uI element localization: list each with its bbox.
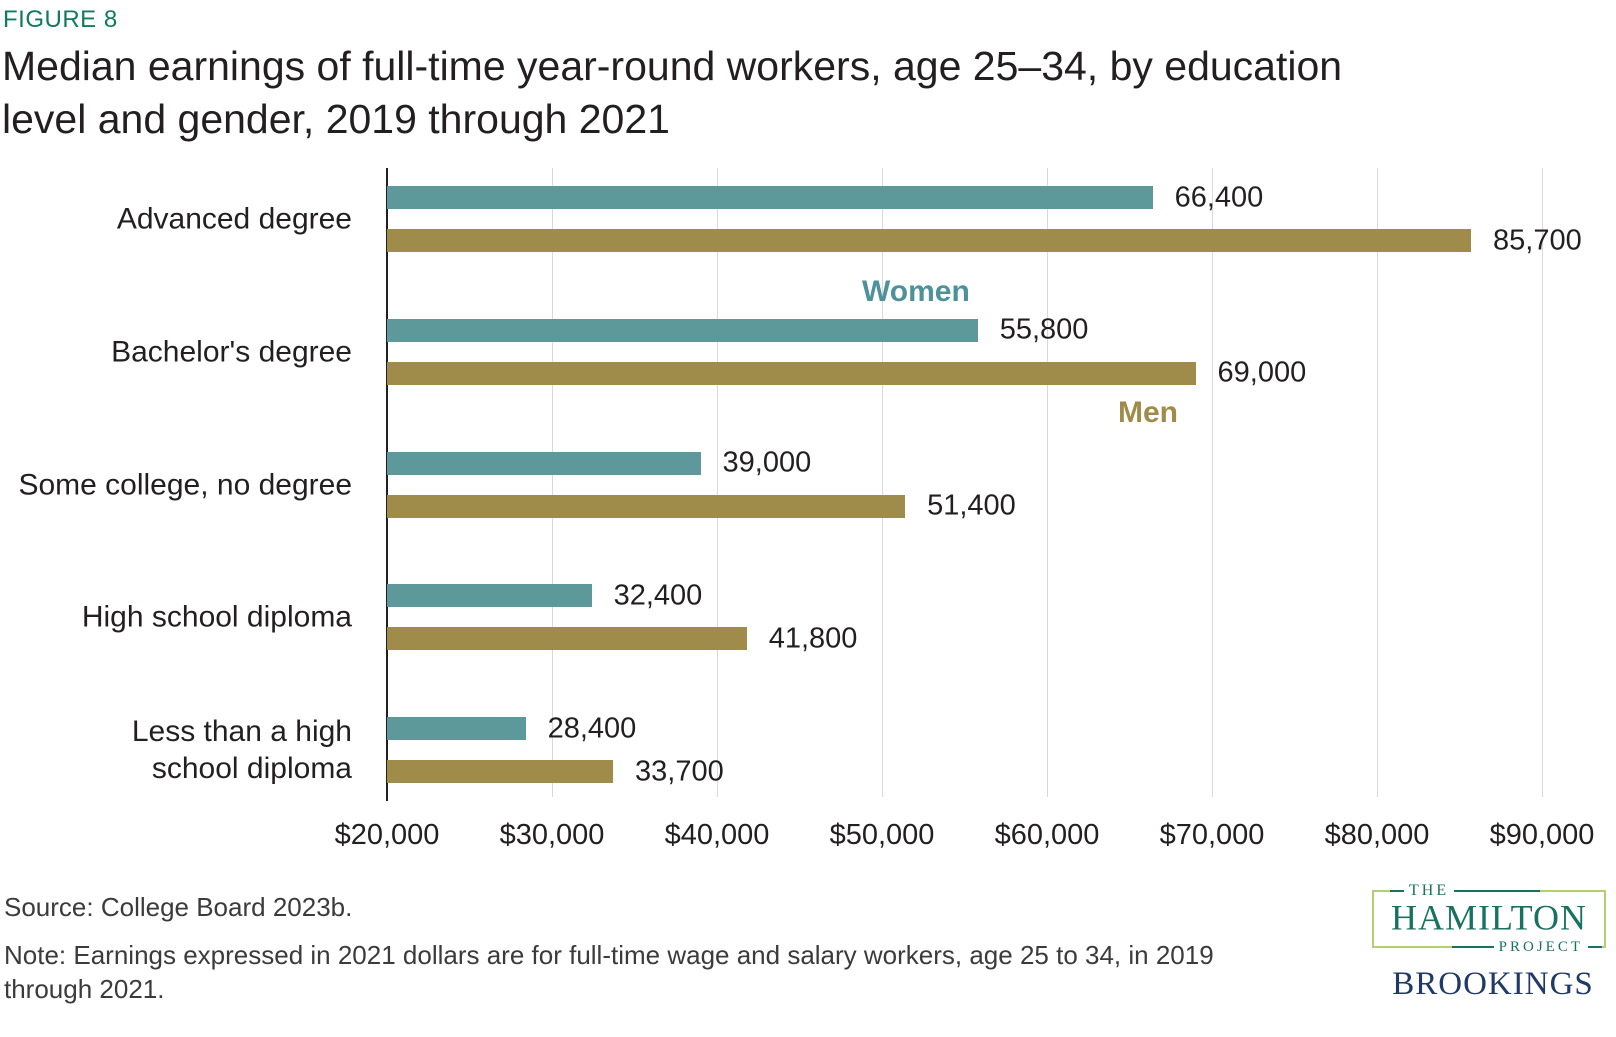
bar-men	[387, 229, 1472, 252]
bar-women	[387, 451, 701, 475]
category-label: Bachelor's degree	[111, 335, 352, 369]
value-label-women: 39,000	[722, 446, 812, 479]
hamilton-logo-rule	[1390, 890, 1404, 892]
category-label: Some college, no degree	[18, 468, 352, 501]
value-label-women: 55,800	[999, 313, 1089, 346]
legend-women-label: Women	[862, 275, 970, 308]
hamilton-logo-name: HAMILTON	[1390, 897, 1587, 938]
gridline	[717, 168, 718, 797]
value-label-women: 28,400	[547, 712, 637, 744]
x-axis-tick-label: $20,000	[334, 819, 440, 851]
x-axis-tick-label: $90,000	[1489, 819, 1595, 851]
note-text: Note: Earnings expressed in 2021 dollars…	[4, 938, 1214, 1006]
hamilton-logo-the-text: THE	[1409, 882, 1450, 899]
gridline	[1212, 168, 1213, 797]
x-axis-tick-label: $60,000	[994, 819, 1100, 851]
x-axis-tick-label: $30,000	[499, 819, 605, 851]
hamilton-logo-rule	[1454, 890, 1540, 892]
hamilton-logo-project: PROJECT	[1452, 937, 1602, 957]
chart-title-line-1: Median earnings of full-time year-round …	[2, 43, 1343, 89]
figure-number-label: FIGURE 8	[3, 6, 118, 33]
bar-men	[387, 494, 906, 518]
hamilton-logo-project-text: PROJECT	[1498, 938, 1583, 955]
hamilton-logo-the: THE	[1390, 881, 1540, 901]
hamilton-logo-rule	[1588, 946, 1602, 948]
gridline	[1377, 168, 1378, 797]
source-text: Source: College Board 2023b.	[4, 892, 353, 922]
gridline	[882, 168, 883, 797]
x-axis-tick-label: $70,000	[1159, 819, 1265, 851]
gridline	[552, 168, 553, 797]
x-axis-tick-label: $40,000	[664, 819, 770, 851]
legend-men-label: Men	[1118, 396, 1178, 429]
bar-men	[387, 760, 614, 783]
category-label: Advanced degree	[116, 202, 352, 236]
bar-men	[387, 627, 747, 651]
bar-women	[387, 186, 1153, 209]
hamilton-project-logo: THE HAMILTON PROJECT	[1372, 881, 1606, 957]
brookings-logo: BROOKINGS	[1392, 966, 1594, 1002]
value-label-women: 32,400	[613, 579, 703, 612]
category-label: High school diploma	[81, 600, 352, 634]
bar-women	[387, 584, 592, 608]
gridline	[1047, 168, 1048, 797]
category-label: Less than a high school diploma	[131, 715, 352, 785]
chart-title-line-2: level and gender, 2019 through 2021	[2, 96, 670, 142]
note-text-line-2: through 2021.	[4, 974, 165, 1004]
chart-title: Median earnings of full-time year-round …	[2, 40, 1342, 146]
y-axis-line	[386, 168, 388, 801]
x-axis-tick-label: $80,000	[1324, 819, 1430, 851]
x-axis-tick-label: $50,000	[829, 819, 935, 851]
value-label-men: 51,400	[927, 489, 1016, 522]
value-label-men: 69,000	[1217, 356, 1307, 389]
bar-women	[387, 318, 978, 342]
grouped-bar-chart: $20,000 $30,000 $40,000 $50,000 $60,000 $70,0…	[18, 168, 1595, 851]
value-label-men: 41,800	[768, 622, 858, 655]
value-label-men: 33,700	[635, 755, 724, 787]
hamilton-logo-rule	[1452, 946, 1494, 948]
gridline	[1542, 168, 1543, 797]
note-text-line-1: Note: Earnings expressed in 2021 dollars…	[4, 940, 1214, 970]
bar-women	[387, 717, 526, 740]
bar-men	[387, 361, 1196, 385]
value-label-men: 85,700	[1493, 224, 1582, 256]
value-label-women: 66,400	[1174, 181, 1264, 213]
